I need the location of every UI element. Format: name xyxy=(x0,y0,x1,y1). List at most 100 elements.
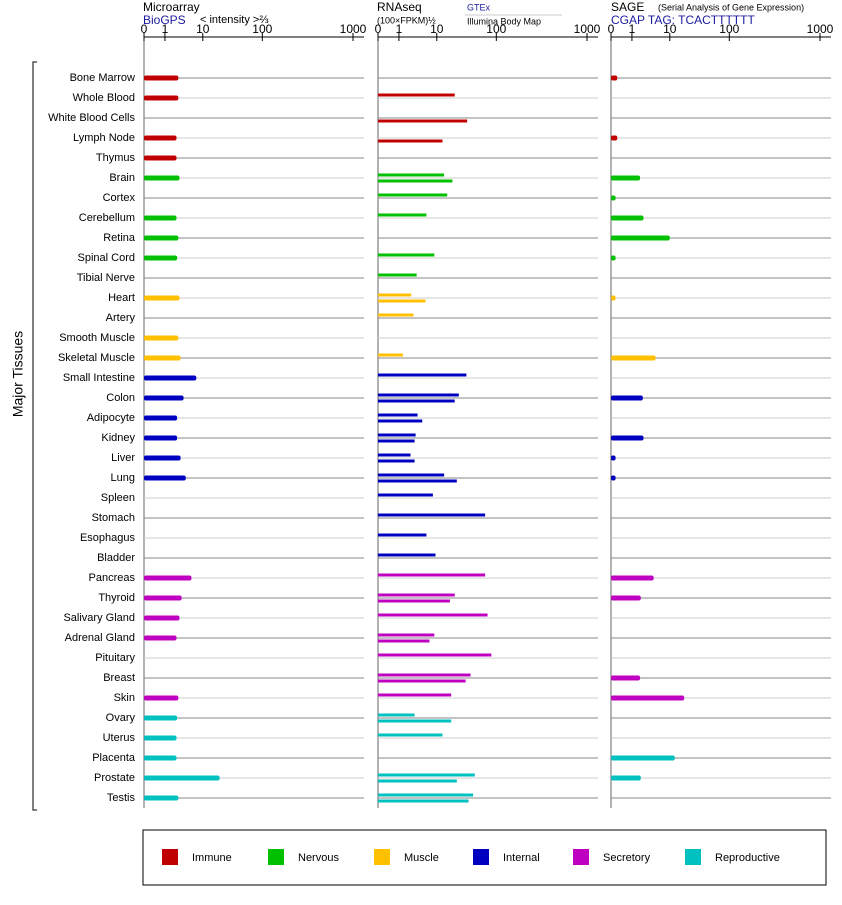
x-tick-label: 100 xyxy=(719,22,739,36)
bar xyxy=(144,395,184,401)
bar xyxy=(378,373,467,377)
x-tick-label: 1000 xyxy=(340,22,367,36)
legend-swatch xyxy=(268,849,284,865)
x-tick-label: 0 xyxy=(608,22,615,36)
category-label: Pancreas xyxy=(89,572,136,584)
category-label: Prostate xyxy=(94,772,135,784)
bar xyxy=(378,639,430,643)
legend-swatch xyxy=(162,849,178,865)
x-tick-label: 1000 xyxy=(574,22,601,36)
bar xyxy=(378,213,427,217)
bar xyxy=(378,479,457,483)
y-axis-label: Major Tissues xyxy=(10,331,26,417)
bar xyxy=(144,255,178,261)
bar xyxy=(378,179,453,183)
category-label: Bladder xyxy=(97,552,135,564)
category-label: Adipocyte xyxy=(87,412,135,424)
x-tick-label: 10 xyxy=(196,22,210,36)
panel-subtitle: (Serial Analysis of Gene Expression) xyxy=(658,2,804,12)
bar xyxy=(378,633,435,637)
category-label: Heart xyxy=(108,292,135,304)
legend-label: Immune xyxy=(192,852,232,864)
bar xyxy=(378,793,474,797)
bar xyxy=(144,455,181,461)
x-tick-label: 1000 xyxy=(807,22,834,36)
bar xyxy=(378,439,415,443)
legend-label: Secretory xyxy=(603,852,651,864)
bar xyxy=(378,353,403,357)
bar xyxy=(611,435,644,441)
legend-swatch xyxy=(685,849,701,865)
legend-box xyxy=(142,829,827,886)
category-label: Artery xyxy=(106,312,136,324)
bar xyxy=(378,433,416,437)
category-label: Esophagus xyxy=(80,532,136,544)
category-label: Kidney xyxy=(101,432,135,444)
bar xyxy=(378,779,457,783)
bar xyxy=(378,573,486,577)
bar xyxy=(144,795,179,801)
series-name: GTEx xyxy=(467,2,491,12)
panel-source: CGAP TAG: TCACTTTTTT xyxy=(611,13,755,27)
bar xyxy=(378,553,436,557)
bar xyxy=(144,215,177,221)
bar xyxy=(378,473,445,477)
legend-label: Reproductive xyxy=(715,852,780,864)
category-label: Spleen xyxy=(101,492,135,504)
bar xyxy=(611,475,616,481)
category-label: Retina xyxy=(103,232,136,244)
category-label: Testis xyxy=(107,792,136,804)
bar xyxy=(378,719,452,723)
x-tick-label: 100 xyxy=(486,22,506,36)
panel-title: Microarray xyxy=(143,0,200,14)
legend-swatch xyxy=(374,849,390,865)
bar xyxy=(378,653,492,657)
bar xyxy=(144,135,177,141)
bar xyxy=(378,513,486,517)
bar xyxy=(611,355,656,361)
bar xyxy=(378,613,488,617)
bar xyxy=(378,693,452,697)
panel-unit: < intensity >⅔ xyxy=(200,14,269,26)
category-label: Tibial Nerve xyxy=(77,272,135,284)
bar xyxy=(378,299,426,303)
legend-swatch xyxy=(573,849,589,865)
bar xyxy=(144,475,186,481)
bar xyxy=(611,695,685,701)
bar xyxy=(378,399,455,403)
x-tick-label: 1 xyxy=(629,22,636,36)
category-label: Liver xyxy=(111,452,135,464)
bracket xyxy=(32,61,37,811)
bar xyxy=(144,595,182,601)
bar xyxy=(611,755,675,761)
x-tick-label: 10 xyxy=(430,22,444,36)
bar xyxy=(144,155,177,161)
bar xyxy=(144,235,179,241)
panel-title: RNAseq xyxy=(377,0,422,14)
bar xyxy=(144,175,180,181)
category-label: Salivary Gland xyxy=(63,612,135,624)
bar xyxy=(378,453,411,457)
bar xyxy=(378,713,415,717)
bar xyxy=(144,95,179,101)
series-name: Illumina Body Map xyxy=(467,16,541,26)
x-tick-label: 10 xyxy=(663,22,677,36)
category-label: Colon xyxy=(106,392,135,404)
bar xyxy=(378,419,423,423)
bar xyxy=(144,775,220,781)
bar xyxy=(378,599,450,603)
bar xyxy=(144,435,178,441)
bar xyxy=(378,139,443,143)
x-tick-label: 1 xyxy=(396,22,403,36)
category-label: Thyroid xyxy=(98,592,135,604)
category-label: Uterus xyxy=(103,732,136,744)
bar xyxy=(378,193,448,197)
bar xyxy=(611,195,616,201)
bar xyxy=(611,235,670,241)
bar xyxy=(378,273,417,277)
bar xyxy=(611,455,616,461)
bar xyxy=(378,673,471,677)
bar xyxy=(611,215,644,221)
bar xyxy=(144,735,177,741)
bar xyxy=(378,293,412,297)
